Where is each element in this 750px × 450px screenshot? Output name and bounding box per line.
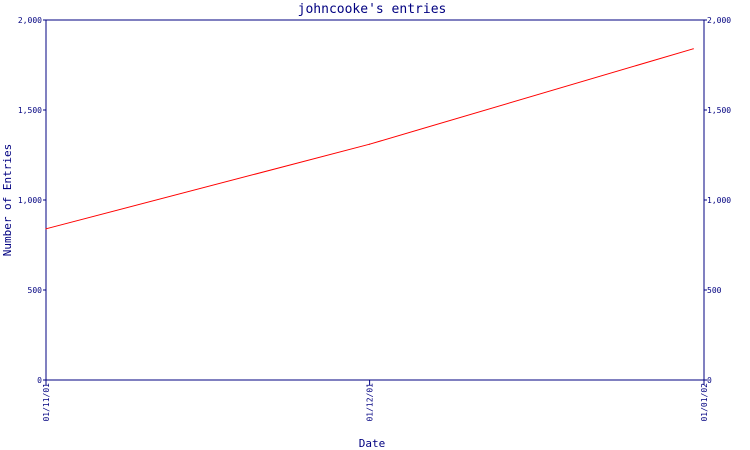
series-line [45, 48, 694, 230]
y-tick-label: 500 [707, 286, 722, 295]
x-tick-label: 01/12/01 [366, 383, 375, 422]
x-axis: 01/11/01 01/12/01 01/01/02 [42, 380, 709, 422]
y-tick-label: 1,000 [18, 196, 42, 205]
x-tick-label: 01/01/02 [700, 383, 709, 422]
series-group [45, 48, 694, 230]
plot-area [45, 19, 705, 381]
y-axis-label: Number of Entries [1, 144, 14, 257]
data-point [692, 48, 694, 50]
y-tick-label: 1,000 [707, 196, 731, 205]
y-axis-left: 0 500 1,000 1,500 2,000 [18, 16, 46, 385]
chart-title: johncooke's entries [298, 2, 447, 17]
x-tick-label: 01/11/01 [42, 383, 51, 422]
data-point [369, 143, 371, 145]
y-tick-label: 1,500 [707, 106, 731, 115]
y-tick-label: 2,000 [18, 16, 42, 25]
y-tick-label: 0 [707, 376, 712, 385]
y-axis-right: 0 500 1,000 1,500 2,000 [704, 16, 731, 385]
y-tick-label: 500 [28, 286, 43, 295]
y-tick-label: 1,500 [18, 106, 42, 115]
data-point [45, 228, 47, 230]
y-tick-label: 2,000 [707, 16, 731, 25]
x-axis-label: Date [359, 437, 386, 450]
y-tick-label: 0 [37, 376, 42, 385]
